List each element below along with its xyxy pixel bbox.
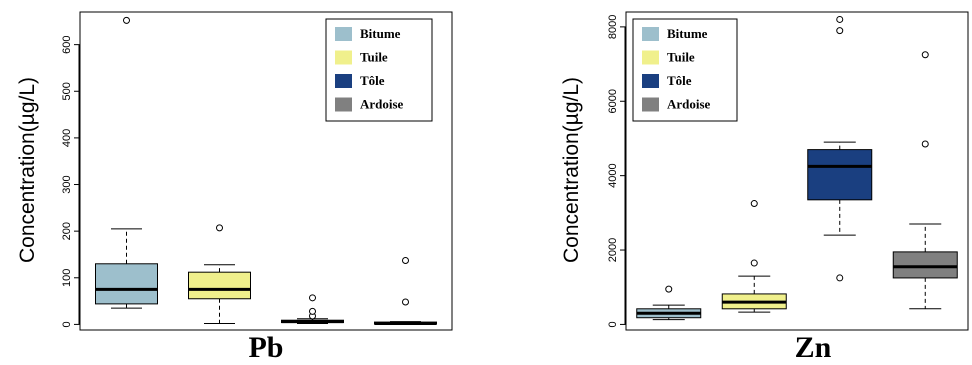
box-ardoise bbox=[374, 257, 437, 325]
legend-label: Bitume bbox=[360, 26, 401, 41]
box-body bbox=[892, 251, 958, 279]
legend-label: Ardoise bbox=[360, 97, 404, 112]
legend-swatch bbox=[335, 50, 352, 65]
legend-swatch bbox=[335, 27, 352, 41]
y-tick-label: 200 bbox=[61, 222, 73, 240]
legend-label: Tuile bbox=[360, 50, 388, 65]
legend-label: Ardoise bbox=[667, 97, 711, 112]
outlier-point bbox=[921, 51, 929, 59]
outlier-point bbox=[309, 307, 316, 315]
box-tuile bbox=[188, 224, 251, 324]
chart-title: Pb bbox=[248, 331, 283, 364]
y-tick-label: 6000 bbox=[607, 89, 619, 113]
outlier-point bbox=[309, 294, 316, 302]
legend-swatch bbox=[642, 74, 659, 88]
box-bitume bbox=[636, 285, 702, 321]
outlier-point bbox=[921, 140, 929, 148]
legend: Bitume Tuile Tôle Ardoise bbox=[632, 18, 738, 122]
outlier-point bbox=[402, 298, 409, 306]
outlier-point bbox=[665, 285, 673, 293]
plot-frame bbox=[79, 11, 453, 331]
chart-title: Zn bbox=[795, 331, 832, 364]
y-tick-label: 400 bbox=[61, 129, 73, 147]
y-tick-label: 300 bbox=[61, 175, 73, 193]
box-tôle bbox=[807, 15, 873, 282]
legend: Bitume Tuile Tôle Ardoise bbox=[325, 18, 433, 122]
outlier-point bbox=[836, 27, 844, 35]
legend-label: Tôle bbox=[667, 73, 692, 88]
y-axis-label: Concentration(µg/L) bbox=[16, 77, 39, 263]
legend-swatch bbox=[642, 50, 659, 65]
y-tick-label: 600 bbox=[61, 35, 73, 53]
box-tuile bbox=[721, 200, 787, 313]
outlier-point bbox=[836, 274, 844, 282]
outlier-point bbox=[836, 15, 844, 23]
y-tick-label: 4000 bbox=[607, 163, 619, 187]
box-bitume bbox=[95, 16, 158, 309]
box-tôle bbox=[281, 294, 344, 324]
y-tick-label: 0 bbox=[607, 321, 619, 327]
outlier-point bbox=[216, 224, 223, 232]
outlier-point bbox=[750, 200, 758, 208]
legend-swatch bbox=[642, 27, 659, 41]
chart-svg: 0 2000 4000 6000 8000 Concentration(µg/L) Bitu… bbox=[560, 11, 969, 364]
legend-label: Tôle bbox=[360, 73, 385, 88]
box-ardoise bbox=[892, 51, 958, 310]
box-body bbox=[95, 263, 158, 305]
legend-swatch bbox=[335, 74, 352, 88]
y-tick-label: 100 bbox=[61, 269, 73, 287]
box-body bbox=[188, 271, 251, 300]
y-axis-label: Concentration(µg/L) bbox=[560, 77, 583, 263]
legend-swatch bbox=[642, 97, 659, 112]
y-tick-label: 500 bbox=[61, 82, 73, 100]
outlier-point bbox=[750, 259, 758, 267]
legend-label: Bitume bbox=[667, 26, 708, 41]
legend-label: Tuile bbox=[667, 50, 695, 65]
chart-zn: 0 2000 4000 6000 8000 Concentration(µg/L) Bitu… bbox=[486, 0, 972, 365]
y-tick-label: 8000 bbox=[607, 15, 619, 39]
outlier-point bbox=[123, 16, 130, 24]
y-tick-label: 0 bbox=[61, 321, 73, 327]
chart-pb: 0 100 200 300 400 500 600 Concentration(µg/L) Bi… bbox=[16, 11, 453, 364]
chart-svg: 0 100 200 300 400 500 600 Concentration(µg/L) Bi… bbox=[16, 11, 453, 364]
legend-swatch bbox=[335, 97, 352, 112]
plot-frame bbox=[625, 11, 969, 331]
box-body bbox=[807, 149, 873, 201]
y-tick-label: 2000 bbox=[607, 238, 619, 262]
outlier-point bbox=[402, 257, 409, 265]
